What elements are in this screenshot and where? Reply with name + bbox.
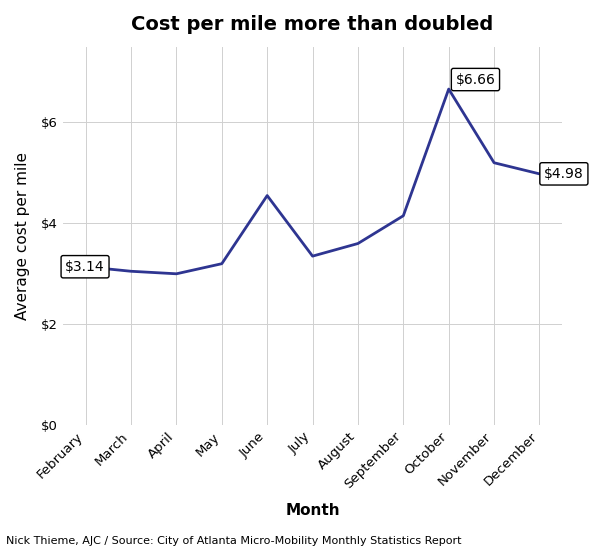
- Text: $3.14: $3.14: [65, 260, 105, 274]
- Text: $6.66: $6.66: [455, 72, 496, 87]
- Y-axis label: Average cost per mile: Average cost per mile: [15, 152, 30, 320]
- Text: Nick Thieme, AJC / Source: City of Atlanta Micro-Mobility Monthly Statistics Rep: Nick Thieme, AJC / Source: City of Atlan…: [6, 536, 461, 546]
- Title: Cost per mile more than doubled: Cost per mile more than doubled: [131, 15, 494, 34]
- Text: $4.98: $4.98: [544, 167, 584, 181]
- X-axis label: Month: Month: [285, 502, 340, 518]
